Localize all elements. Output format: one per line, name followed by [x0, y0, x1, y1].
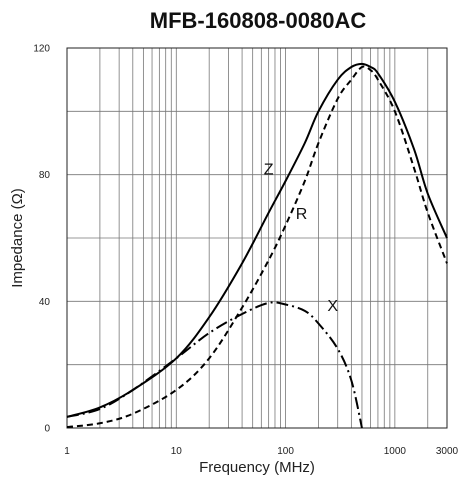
series-r-line: [66, 65, 448, 429]
series-label-z: Z: [264, 162, 274, 179]
y-axis-label: Impedance (Ω): [9, 188, 26, 288]
x-axis-label: Frequency (MHz): [199, 459, 315, 476]
x-tick-label: 10: [171, 446, 183, 457]
series-z-line: [66, 62, 448, 418]
y-tick-label: 0: [44, 424, 50, 435]
y-tick-label: 120: [33, 44, 50, 55]
x-tick-label: 3000: [436, 446, 459, 457]
x-tick-label: 1: [64, 446, 70, 457]
tick-labels: 1 10 100 1000 3000 0 40 80 120: [33, 44, 458, 458]
series-annotations: Z R X: [264, 162, 339, 315]
chart-title: MFB-160808-0080AC: [150, 8, 367, 33]
series-label-x: X: [327, 298, 338, 315]
x-tick-label: 1000: [384, 446, 407, 457]
series-label-r: R: [296, 206, 308, 223]
grid: [66, 47, 448, 429]
y-tick-label: 40: [39, 297, 51, 308]
series-x-line: [66, 301, 363, 429]
x-tick-label: 100: [277, 446, 294, 457]
y-tick-label: 80: [39, 170, 51, 181]
series-curves: [66, 62, 448, 429]
